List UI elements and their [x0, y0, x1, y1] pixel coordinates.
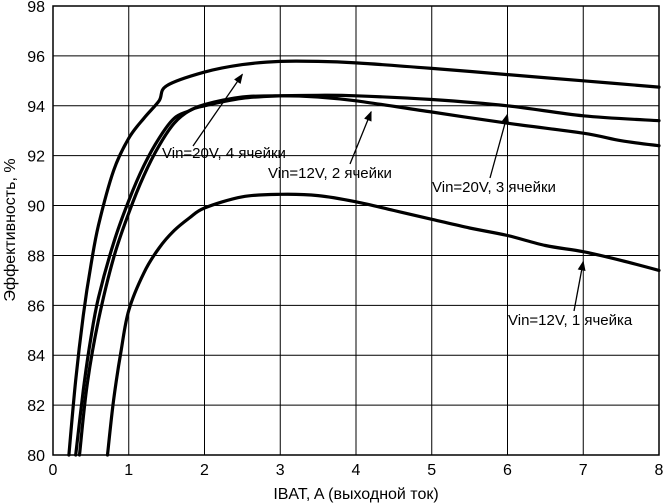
annotation-arrow — [573, 260, 586, 312]
annotation-label: Vin=20V, 4 ячейки — [162, 145, 286, 162]
x-tick-label: 4 — [352, 462, 361, 479]
series-line-0 — [67, 59, 661, 457]
x-tick-labels: 0 1 2 3 4 5 6 7 8 — [49, 462, 664, 479]
y-tick-label: 84 — [27, 348, 45, 365]
x-tick-label: 3 — [276, 462, 285, 479]
plot-frame — [52, 5, 660, 456]
x-tick-label: 2 — [200, 462, 209, 479]
series-line-3 — [105, 192, 661, 457]
y-tick-label: 86 — [27, 298, 45, 315]
series-line-2 — [77, 93, 661, 457]
y-tick-label: 90 — [27, 199, 45, 216]
y-tick-label: 82 — [27, 398, 45, 415]
annotation-arrow — [489, 113, 509, 179]
annotations: Vin=20V, 4 ячейки Vin=12V, 2 ячейки Vin=20… — [162, 73, 633, 329]
y-tick-label: 88 — [27, 248, 45, 265]
y-tick-label: 94 — [27, 99, 45, 116]
y-tick-label: 80 — [27, 448, 45, 465]
annotation-label: Vin=20V, 3 ячейки — [432, 179, 556, 196]
y-axis-title: Эффективность, % — [2, 158, 19, 301]
x-tick-label: 5 — [427, 462, 436, 479]
annotation-arrow — [349, 110, 372, 165]
x-tick-label: 7 — [579, 462, 588, 479]
series-group — [67, 59, 661, 457]
grid — [53, 6, 659, 455]
annotation-label: Vin=12V, 2 ячейки — [268, 165, 392, 182]
y-tick-label: 98 — [27, 0, 45, 16]
annotation-arrow — [192, 73, 243, 147]
x-tick-label: 8 — [655, 462, 664, 479]
x-tick-label: 0 — [49, 462, 58, 479]
x-tick-label: 6 — [503, 462, 512, 479]
x-axis-title: IBAT, A (выходной ток) — [273, 486, 438, 503]
x-tick-label: 1 — [124, 462, 133, 479]
annotation-label: Vin=12V, 1 ячейка — [508, 312, 633, 329]
y-tick-label: 96 — [27, 49, 45, 66]
y-tick-labels: 80 82 84 86 88 90 92 94 96 98 — [27, 0, 45, 465]
y-tick-label: 92 — [27, 149, 45, 166]
